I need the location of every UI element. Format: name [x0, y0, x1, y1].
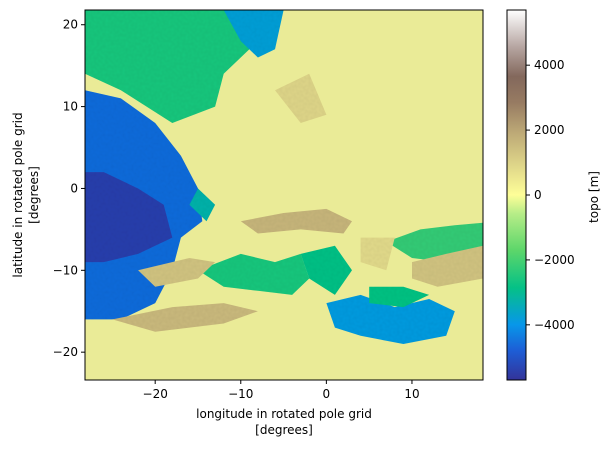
- region-atlas-mountains: [112, 303, 258, 332]
- y-tick-label: 0: [70, 181, 78, 195]
- x-tick-label: −20: [143, 387, 168, 401]
- colorbar-tick-label: −4000: [534, 318, 575, 332]
- region-north-sea-trench: [223, 10, 284, 58]
- y-tick-label: −20: [53, 345, 78, 359]
- y-tick-label: −10: [53, 263, 78, 277]
- colorbar-tick-label: 2000: [534, 123, 565, 137]
- region-atlantic-shelf-north: [85, 10, 258, 123]
- region-iberia-highlands: [138, 258, 216, 287]
- y-axis-label-line1: latitude in rotated pole grid: [11, 112, 25, 277]
- region-alps-ridge: [240, 208, 352, 234]
- region-scandinavia-mtn: [275, 73, 327, 123]
- x-axis-ticks: −20 −10 0 10: [143, 380, 420, 401]
- colorbar-tick-label: 0: [534, 188, 542, 202]
- plot-frame: [84, 9, 484, 381]
- region-atlantic-abyss: [85, 172, 173, 263]
- colorbar-tick-label: −2000: [534, 253, 575, 267]
- y-axis-ticks: −20 −10 0 10 20: [53, 18, 85, 359]
- x-axis-label-line1: longitude in rotated pole grid: [196, 407, 372, 421]
- x-axis-label-line2: [degrees]: [255, 423, 313, 437]
- colorbar-ticks: −4000 −2000 0 2000 4000: [526, 58, 575, 332]
- colorbar: −4000 −2000 0 2000 4000 topo [m]: [506, 9, 601, 381]
- colorbar-label: topo [m]: [587, 171, 601, 223]
- x-tick-label: 0: [323, 387, 331, 401]
- elevation-regions: [85, 10, 483, 344]
- region-west-med: [198, 253, 310, 295]
- region-tyrrhenian: [300, 245, 352, 295]
- region-balkans: [360, 237, 395, 271]
- x-tick-label: −10: [228, 387, 253, 401]
- region-ionian-east-med: [326, 294, 455, 344]
- y-axis-label-line2: [degrees]: [27, 166, 41, 224]
- y-tick-label: 10: [63, 100, 78, 114]
- map-plot-area: −20 −10 0 10 −20 −10 0 10 20 longitude in rotat…: [11, 9, 484, 437]
- region-biscay: [189, 188, 216, 222]
- region-east-med-basin: [369, 286, 430, 308]
- x-tick-label: 10: [404, 387, 419, 401]
- y-tick-label: 20: [63, 18, 78, 32]
- region-anatolia-plateau: [412, 245, 483, 287]
- colorbar-tick-label: 4000: [534, 58, 565, 72]
- colorbar-bar: [506, 9, 527, 381]
